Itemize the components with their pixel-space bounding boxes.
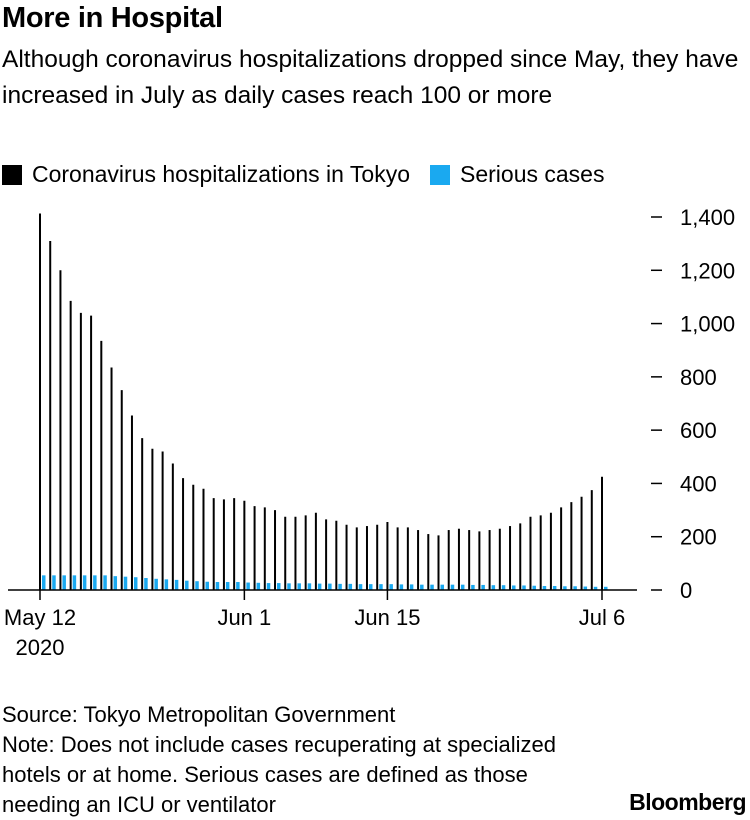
x-tick-sublabel: 2020 <box>16 635 65 660</box>
bar-serious <box>573 586 577 590</box>
bar-serious <box>307 583 312 590</box>
bar-serious <box>552 586 557 590</box>
bar-serious <box>471 584 475 590</box>
legend-swatch-hospitalizations <box>2 164 22 185</box>
bar-serious <box>460 584 465 590</box>
bar-serious <box>338 583 342 590</box>
bar-serious <box>113 576 118 590</box>
bar-serious <box>133 577 138 590</box>
bar-serious <box>62 575 66 590</box>
bar-serious <box>542 586 547 590</box>
bar-chart: 0 200 400 600 800 1,000 1,200 1,400 May 12 2020 Ju… <box>4 205 735 660</box>
bar-serious <box>93 575 97 590</box>
bar-serious <box>123 576 128 590</box>
bar-serious <box>215 582 220 590</box>
bar-serious <box>440 584 445 590</box>
y-tick-label: 0 <box>680 578 692 603</box>
legend-swatch-serious <box>430 164 450 185</box>
bar-serious <box>512 585 516 590</box>
y-tick-label: 1,400 <box>680 205 735 230</box>
legend-label-serious: Serious cases <box>460 161 605 187</box>
x-tick-label: Jun 15 <box>354 605 420 630</box>
legend-item-hospitalizations: Coronavirus hospitalizations in Tokyo <box>2 161 410 188</box>
bar-serious <box>604 586 608 590</box>
bloomberg-logo: Bloomberg <box>629 789 746 815</box>
bar-serious <box>481 584 485 590</box>
chart-subtitle: Although coronavirus hospitalizations dr… <box>2 46 739 109</box>
legend-item-serious: Serious cases <box>430 161 604 188</box>
bar-serious <box>246 582 250 590</box>
bar-serious <box>297 583 301 590</box>
x-tick-label: May 12 <box>4 605 76 630</box>
bar-serious <box>368 584 373 590</box>
bar-serious <box>593 586 598 590</box>
bar-serious <box>103 575 107 590</box>
bar-serious <box>399 584 404 590</box>
bar-serious <box>287 583 291 590</box>
bar-serious <box>256 582 261 590</box>
bar-serious <box>164 579 169 590</box>
bar-serious <box>185 580 189 590</box>
bar-serious <box>328 583 332 590</box>
y-tick-label: 1,000 <box>680 312 735 337</box>
y-tick-label: 1,200 <box>680 258 735 283</box>
bar-serious <box>42 575 46 590</box>
bar-serious <box>430 584 434 590</box>
chart-title: More in Hospital <box>2 2 223 34</box>
chart-footer: Source: Tokyo Metropolitan Government No… <box>2 700 602 820</box>
legend-label-hospitalizations: Coronavirus hospitalizations in Tokyo <box>32 161 410 187</box>
method-note: Note: Does not include cases recuperatin… <box>2 732 556 817</box>
y-tick-label: 800 <box>680 365 717 390</box>
bar-serious <box>82 575 87 590</box>
bar-serious <box>420 584 424 590</box>
bar-serious <box>277 583 281 590</box>
bar-serious <box>522 585 526 590</box>
bar-serious <box>358 584 363 590</box>
bar-serious <box>409 584 414 590</box>
y-tick-label: 400 <box>680 471 717 496</box>
bar-serious <box>501 585 506 590</box>
legend: Coronavirus hospitalizations in Tokyo Se… <box>2 161 624 188</box>
bar-serious <box>52 575 56 590</box>
y-tick-label: 200 <box>680 525 717 550</box>
bar-serious <box>348 583 353 590</box>
bar-serious <box>491 585 496 590</box>
bar-serious <box>389 584 393 590</box>
bar-serious <box>563 586 567 590</box>
bar-serious <box>583 586 588 590</box>
x-tick-label: Jul 6 <box>579 605 625 630</box>
bar-serious <box>154 578 158 590</box>
bar-serious <box>72 575 77 590</box>
bar-serious <box>236 582 240 590</box>
bar-serious <box>532 585 536 590</box>
bar-serious <box>144 578 148 590</box>
bar-serious <box>317 583 322 590</box>
bar-serious <box>205 581 209 590</box>
source-note: Source: Tokyo Metropolitan Government <box>2 702 396 727</box>
x-tick-label: Jun 1 <box>217 605 271 630</box>
y-tick-label: 600 <box>680 418 717 443</box>
bar-serious <box>225 582 230 590</box>
bar-serious <box>379 584 383 590</box>
bar-serious <box>266 583 271 590</box>
bar-serious <box>450 584 455 590</box>
bar-serious <box>174 579 179 590</box>
bar-serious <box>195 581 199 590</box>
